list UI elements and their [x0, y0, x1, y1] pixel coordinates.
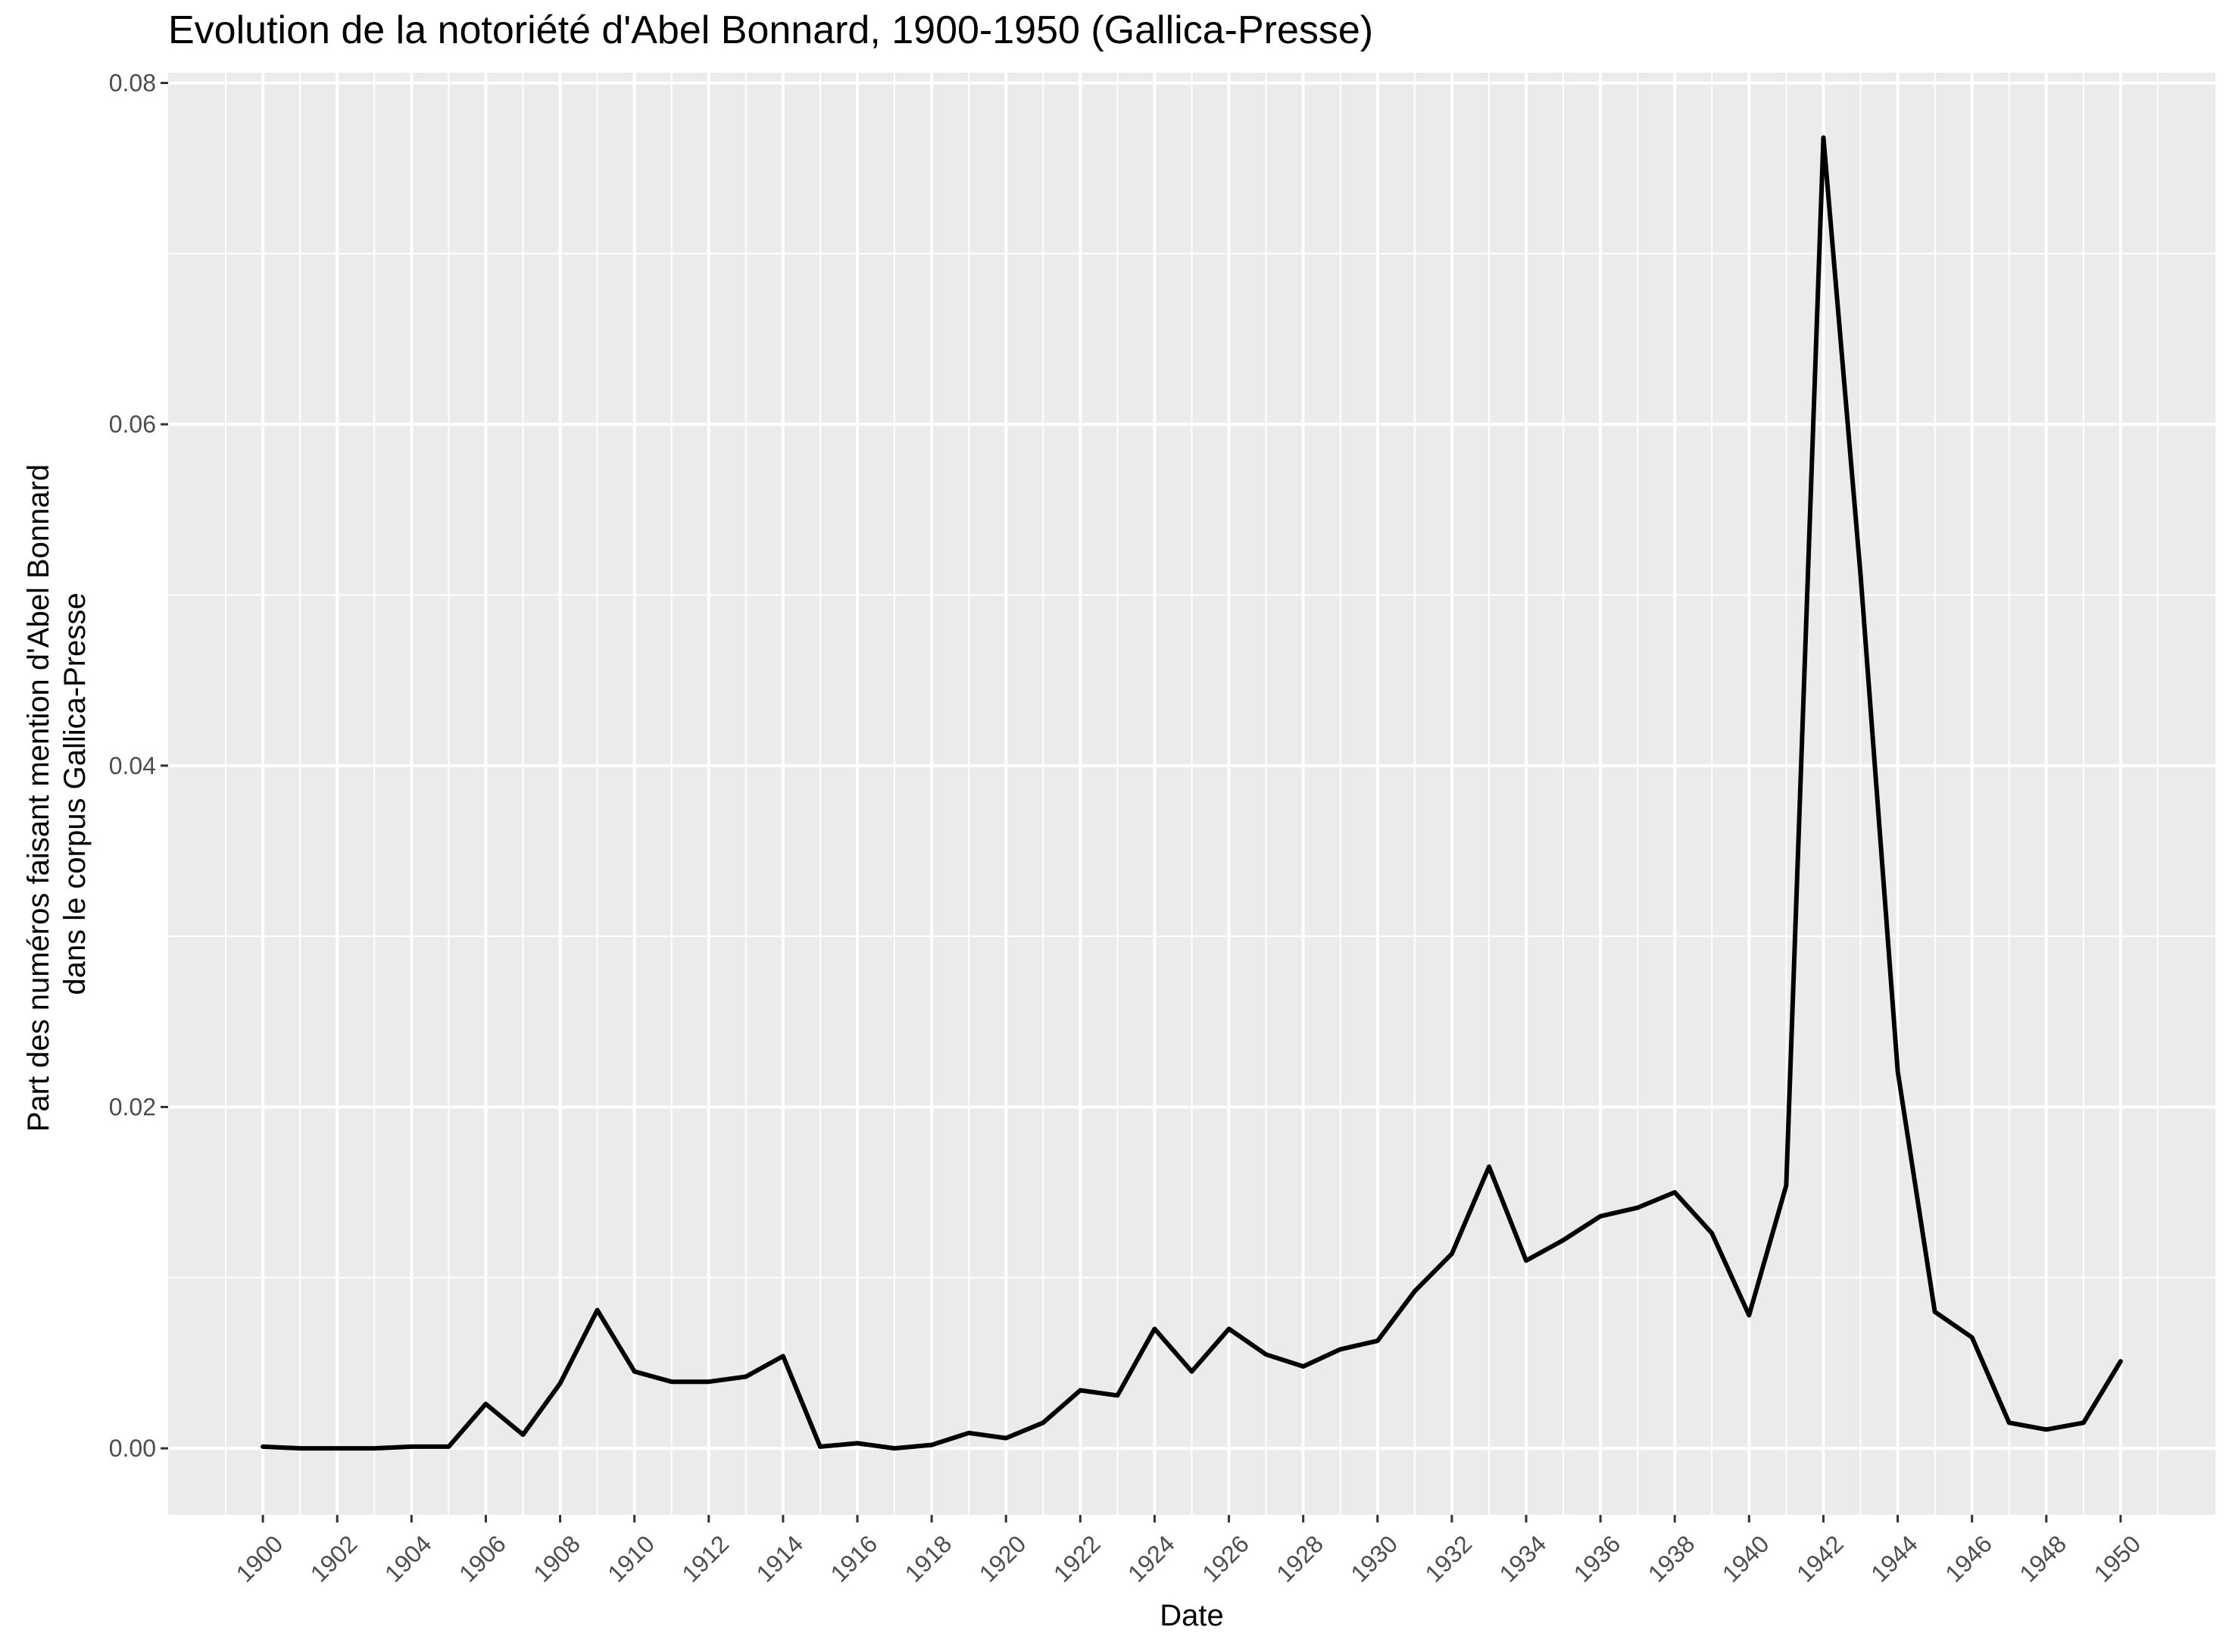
x-tick-label: 1920	[974, 1530, 1032, 1588]
data-point	[411, 1446, 412, 1447]
x-tick-label: 1900	[231, 1530, 289, 1588]
data-point	[931, 1444, 932, 1446]
data-point	[1488, 1166, 1490, 1167]
x-tick-label: 1904	[379, 1530, 437, 1588]
x-tick-label: 1946	[1940, 1530, 1997, 1588]
y-axis-title-line-1: Part des numéros faisant mention d'Abel …	[22, 464, 55, 1132]
data-point	[1600, 1216, 1601, 1217]
data-point	[1079, 1390, 1081, 1391]
x-tick-label: 1916	[826, 1530, 883, 1588]
data-point	[597, 1310, 598, 1311]
data-point	[2009, 1422, 2010, 1423]
x-tick-label: 1938	[1643, 1530, 1700, 1588]
x-tick-label: 1908	[528, 1530, 585, 1588]
x-axis-title: Date	[1160, 1599, 1224, 1632]
x-tick-label: 1936	[1569, 1530, 1626, 1588]
data-point	[1822, 137, 1824, 139]
data-point	[782, 1355, 784, 1357]
x-tick-label: 1922	[1048, 1530, 1106, 1588]
data-point	[1042, 1422, 1044, 1423]
data-point	[262, 1446, 264, 1447]
y-tick-label: 0.08	[109, 70, 156, 97]
data-point	[522, 1434, 523, 1435]
data-point	[2083, 1422, 2084, 1423]
data-point	[1971, 1337, 1973, 1338]
data-point	[1897, 1070, 1899, 1072]
data-point	[448, 1446, 449, 1447]
data-point	[560, 1382, 561, 1384]
data-point	[1228, 1328, 1230, 1329]
data-point	[1674, 1191, 1675, 1193]
data-point	[1934, 1311, 1936, 1313]
data-point	[745, 1376, 747, 1377]
data-point	[1637, 1207, 1638, 1208]
data-point	[2046, 1429, 2047, 1430]
x-tick-label: 1932	[1419, 1530, 1477, 1588]
data-point	[1860, 573, 1862, 575]
data-point	[634, 1371, 635, 1373]
data-point	[373, 1447, 375, 1449]
y-tick-label: 0.04	[109, 752, 156, 779]
y-axis-title-line-2: dans le corpus Gallica-Presse	[58, 592, 92, 995]
y-tick-label: 0.06	[109, 411, 156, 438]
data-point	[485, 1404, 486, 1405]
data-point	[1154, 1328, 1155, 1329]
y-axis: 0.00 0.02 0.04 0.06 0.08	[109, 70, 168, 1462]
y-tick-label: 0.02	[109, 1093, 156, 1120]
data-series	[261, 135, 2123, 1451]
y-axis-title: Part des numéros faisant mention d'Abel …	[22, 456, 92, 1132]
x-axis: 1900 1902 1904 1906 1908 1910 1912 1914 1916 1918…	[231, 1515, 2146, 1588]
major-gridlines	[168, 73, 2215, 1515]
data-point	[894, 1447, 895, 1449]
series-line	[261, 135, 2123, 1451]
minor-gridlines	[168, 73, 2215, 1515]
x-tick-label: 1930	[1345, 1530, 1403, 1588]
x-tick-label: 1944	[1865, 1530, 1923, 1588]
data-point	[1377, 1340, 1378, 1341]
data-point	[1785, 1185, 1787, 1186]
data-point	[1005, 1438, 1007, 1439]
data-point	[1414, 1291, 1416, 1292]
x-tick-label: 1942	[1791, 1530, 1849, 1588]
x-tick-label: 1934	[1494, 1530, 1552, 1588]
x-tick-label: 1924	[1122, 1530, 1180, 1588]
data-point	[968, 1432, 969, 1434]
x-tick-label: 1926	[1197, 1530, 1254, 1588]
x-tick-label: 1928	[1271, 1530, 1328, 1588]
data-point	[299, 1447, 301, 1449]
x-tick-label: 1914	[751, 1530, 808, 1588]
data-point	[671, 1381, 673, 1382]
data-point	[1116, 1394, 1118, 1396]
x-tick-label: 1906	[454, 1530, 511, 1588]
x-tick-label: 1912	[676, 1530, 734, 1588]
data-point	[1711, 1232, 1712, 1234]
data-point	[1266, 1354, 1267, 1355]
data-point	[1340, 1348, 1341, 1350]
data-point	[1748, 1314, 1750, 1316]
data-point	[1303, 1366, 1304, 1367]
data-point	[1562, 1239, 1564, 1241]
data-point	[1451, 1253, 1453, 1254]
data-point	[1525, 1260, 1527, 1261]
data-point	[1191, 1371, 1193, 1373]
data-point	[857, 1442, 858, 1444]
y-tick-label: 0.00	[109, 1435, 156, 1462]
data-point	[819, 1446, 821, 1447]
data-point	[2120, 1360, 2121, 1362]
x-tick-label: 1940	[1717, 1530, 1775, 1588]
x-tick-label: 1902	[305, 1530, 363, 1588]
x-tick-label: 1950	[2088, 1530, 2146, 1588]
chart-title: Evolution de la notoriété d'Abel Bonnard…	[168, 8, 1374, 52]
x-tick-label: 1910	[602, 1530, 660, 1588]
x-tick-label: 1948	[2014, 1530, 2071, 1588]
x-tick-label: 1918	[900, 1530, 957, 1588]
data-point	[708, 1381, 710, 1382]
data-point	[336, 1447, 338, 1449]
